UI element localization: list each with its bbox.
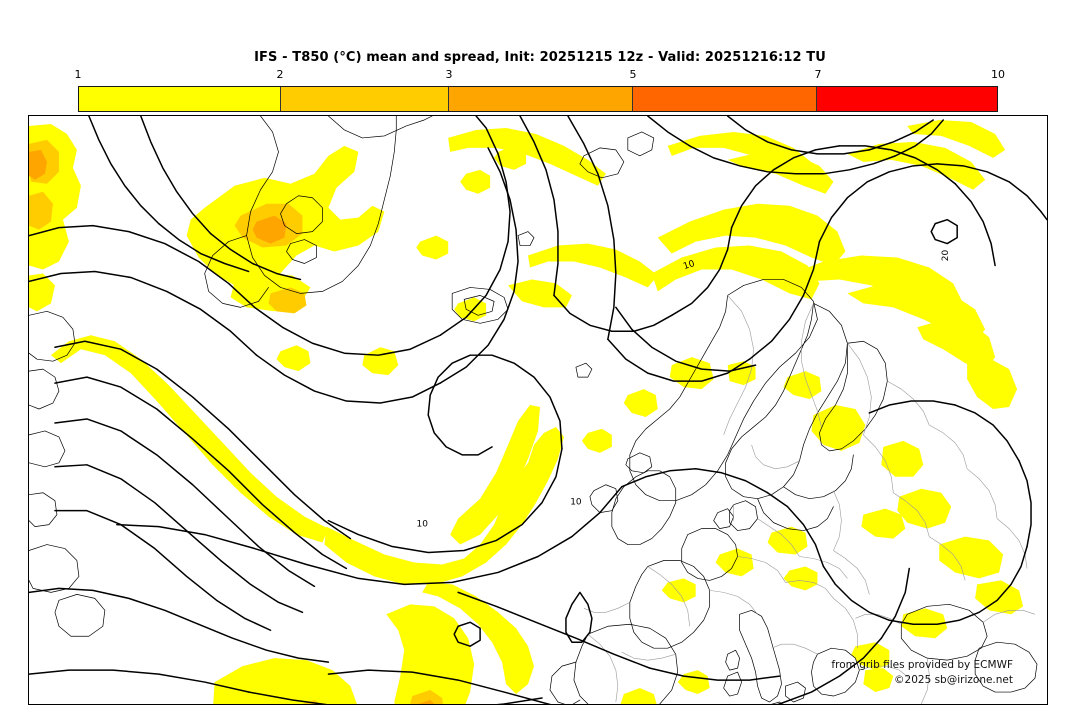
colorbar-tick-2: 2 <box>276 68 284 81</box>
contour-label-group: 10 10 20 10 <box>417 250 952 530</box>
colorbar-segment-5-7 <box>632 87 818 111</box>
t850-mean-spread-map: 10 10 20 10 <box>29 116 1047 704</box>
spread-shading-3-5 <box>29 149 435 704</box>
spread-shading-2-3 <box>29 139 443 704</box>
map-frame: 10 10 20 10 from grib files provided by … <box>28 115 1048 705</box>
colorbar-segment-1-2 <box>79 87 281 111</box>
contour-label-20-ne: 20 <box>941 250 951 262</box>
colorbar-container: 1 2 3 5 7 10 <box>75 68 1005 112</box>
colorbar-segment-7-10 <box>817 87 997 111</box>
page-title: IFS - T850 (°C) mean and spread, Init: 2… <box>254 50 826 65</box>
colorbar-tick-3: 3 <box>445 68 453 81</box>
colorbar-segment-2-3 <box>280 87 450 111</box>
country-borders <box>583 295 1036 704</box>
colorbar-tick-labels: 1 2 3 5 7 10 <box>74 68 1006 84</box>
colorbar-segment-3-5 <box>449 87 633 111</box>
contour-label-10-north: 10 <box>682 259 696 272</box>
contour-label-10: 10 <box>417 520 429 530</box>
colorbar-tick-5: 5 <box>629 68 637 81</box>
colorbar-tick-10: 10 <box>991 68 1005 81</box>
temperature-contours <box>29 116 1047 704</box>
colorbar-tick-1: 1 <box>74 68 82 81</box>
spread-colorbar <box>78 86 998 112</box>
contour-label-10-east: 10 <box>570 498 582 508</box>
colorbar-tick-7: 7 <box>814 68 822 81</box>
